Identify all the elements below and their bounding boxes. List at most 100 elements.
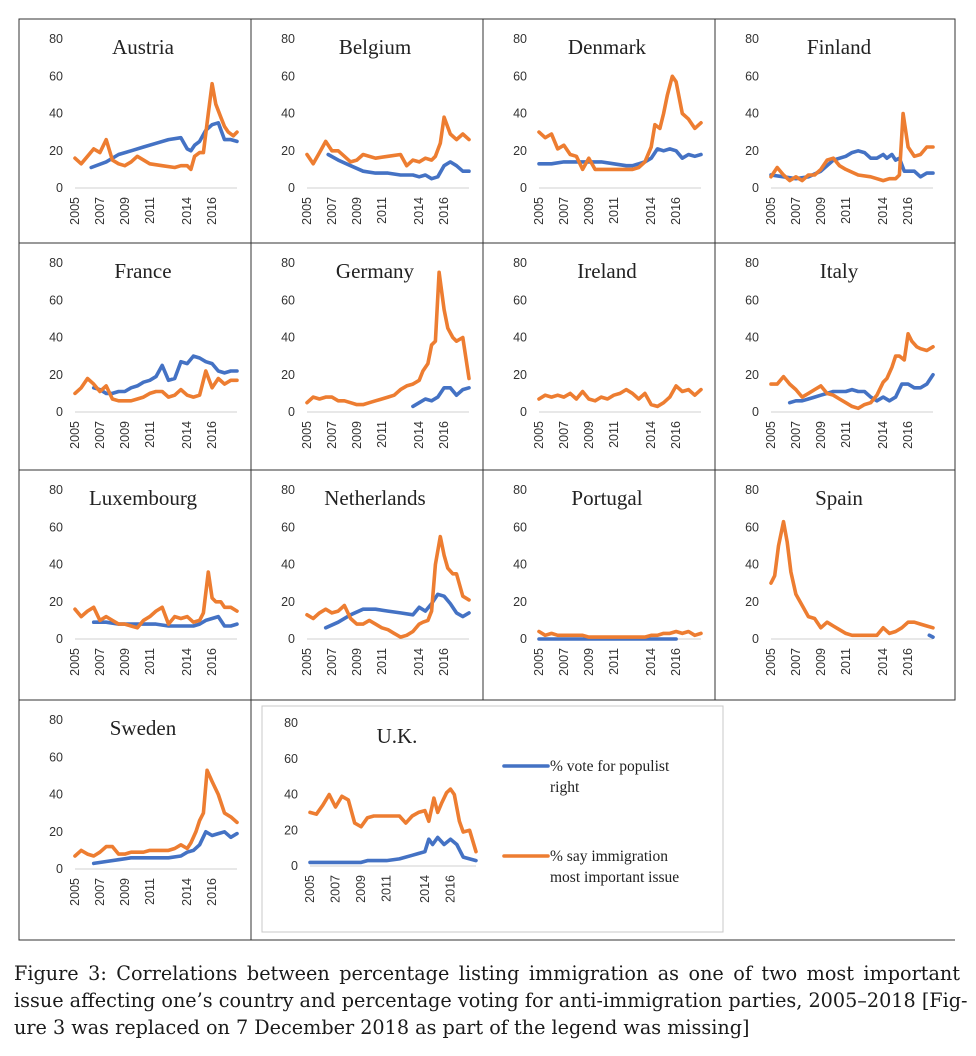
x-tick-label: 2011	[607, 421, 621, 448]
x-tick-label: 2011	[143, 197, 157, 224]
series-line-populist	[91, 829, 239, 866]
y-tick-label: 80	[281, 32, 295, 46]
y-tick-label: 40	[513, 331, 527, 345]
series-line-immigration	[537, 74, 703, 172]
small-multiples-figure: Austria 0 20 40 60 80 2005 2007 2009 2011 2014 2016…	[18, 18, 956, 941]
chart-france: France 0 20 40 60 80 2005 2007 2009 2011 2014 2016	[49, 256, 239, 449]
x-tick-label: 2016	[901, 648, 915, 676]
chart-ireland: Ireland 0 20 40 60 80 2005 2007 2009 2011 2014 2016	[513, 256, 703, 449]
series-line-immigration	[308, 787, 478, 854]
series-line-populist	[89, 121, 239, 170]
x-tick-label: 2016	[901, 421, 915, 449]
panel-frames	[18, 18, 956, 941]
x-tick-label: 2016	[669, 648, 683, 676]
x-tick-label: 2014	[876, 421, 890, 449]
chart-luxembourg: Luxembourg 0 20 40 60 80 2005 2007 2009 2011 2014 2…	[49, 483, 239, 676]
y-tick-label: 20	[513, 144, 527, 158]
x-tick-label: 2014	[418, 875, 432, 903]
series-line-immigration	[305, 270, 471, 407]
x-tick-label: 2009	[814, 648, 828, 676]
x-tick-label: 2009	[814, 421, 828, 449]
x-tick-label: 2009	[118, 648, 132, 676]
x-tick-label: 2011	[607, 197, 621, 224]
x-tick-label: 2007	[93, 878, 107, 906]
y-tick-label: 60	[49, 293, 63, 307]
y-tick-label: 20	[281, 368, 295, 382]
series-line-populist	[326, 152, 471, 181]
series-line-immigration	[769, 519, 935, 638]
y-tick-label: 0	[291, 859, 298, 873]
x-tick-label: 2014	[644, 197, 658, 225]
y-tick-label: 0	[56, 632, 63, 646]
x-tick-label: 2014	[644, 421, 658, 449]
y-tick-label: 0	[56, 181, 63, 195]
x-tick-label: 2011	[607, 648, 621, 675]
frame-uk	[261, 705, 724, 933]
y-tick-label: 20	[745, 368, 759, 382]
x-tick-label: 2007	[557, 197, 571, 225]
series-line-populist	[927, 633, 935, 639]
y-tick-label: 40	[281, 107, 295, 121]
y-tick-label: 40	[49, 558, 63, 572]
y-tick-label: 40	[49, 788, 63, 802]
chart-title: Austria	[112, 35, 175, 59]
x-tick-label: 2007	[789, 421, 803, 449]
x-tick-label: 2014	[876, 197, 890, 225]
chart-u-k: U.K. 0 20 40 60 80 2005 2007 2009 2011 2014 2016 % v…	[284, 716, 679, 903]
x-tick-label: 2005	[300, 421, 314, 449]
y-tick-label: 40	[49, 107, 63, 121]
chart-belgium: Belgium 0 20 40 60 80 2005 2007 2009 2011 2014 2016	[281, 32, 471, 225]
x-tick-label: 2007	[557, 421, 571, 449]
x-tick-label: 2007	[789, 648, 803, 676]
y-tick-label: 20	[281, 144, 295, 158]
chart-title: Italy	[820, 259, 859, 283]
y-tick-label: 80	[281, 483, 295, 497]
x-tick-label: 2009	[118, 878, 132, 906]
y-tick-label: 80	[49, 32, 63, 46]
x-tick-label: 2005	[532, 421, 546, 449]
x-tick-label: 2005	[68, 421, 82, 449]
y-tick-label: 40	[284, 788, 298, 802]
x-tick-label: 2011	[839, 648, 853, 675]
y-tick-label: 80	[513, 256, 527, 270]
x-tick-label: 2009	[582, 648, 596, 676]
x-tick-label: 2009	[350, 421, 364, 449]
chart-netherlands: Netherlands 0 20 40 60 80 2005 2007 2009 2011 2014…	[281, 483, 471, 676]
x-tick-label: 2016	[437, 421, 451, 449]
series-line-populist	[769, 149, 935, 181]
chart-finland: Finland 0 20 40 60 80 2005 2007 2009 2011 2014 2016	[745, 32, 935, 225]
x-tick-label: 2016	[443, 875, 457, 903]
y-tick-label: 20	[49, 595, 63, 609]
x-tick-label: 2009	[350, 197, 364, 225]
y-tick-label: 60	[281, 293, 295, 307]
y-tick-label: 60	[281, 69, 295, 83]
series-line-immigration	[305, 115, 471, 168]
y-tick-label: 60	[49, 520, 63, 534]
series-line-immigration	[73, 81, 239, 172]
chart-title: Sweden	[110, 716, 177, 740]
caption-line-1: Figure 3: Correlations between percentag…	[14, 962, 960, 985]
x-tick-label: 2009	[354, 875, 368, 903]
x-tick-label: 2007	[557, 648, 571, 676]
y-tick-label: 0	[56, 405, 63, 419]
y-tick-label: 20	[745, 595, 759, 609]
x-tick-label: 2014	[412, 421, 426, 449]
x-tick-label: 2014	[876, 648, 890, 676]
chart-austria: Austria 0 20 40 60 80 2005 2007 2009 2011 2014 2016	[49, 32, 239, 225]
chart-title: U.K.	[377, 724, 418, 748]
y-tick-label: 20	[49, 368, 63, 382]
y-tick-label: 60	[281, 520, 295, 534]
y-tick-label: 60	[284, 752, 298, 766]
y-tick-label: 20	[284, 823, 298, 837]
y-tick-label: 60	[513, 69, 527, 83]
series-line-immigration	[769, 111, 935, 183]
y-tick-label: 40	[513, 107, 527, 121]
y-tick-label: 80	[745, 483, 759, 497]
series-line-populist	[537, 147, 703, 168]
y-tick-label: 40	[281, 331, 295, 345]
y-tick-label: 80	[49, 256, 63, 270]
x-tick-label: 2016	[205, 878, 219, 906]
y-tick-label: 20	[513, 595, 527, 609]
y-tick-label: 0	[752, 405, 759, 419]
x-tick-label: 2016	[669, 421, 683, 449]
